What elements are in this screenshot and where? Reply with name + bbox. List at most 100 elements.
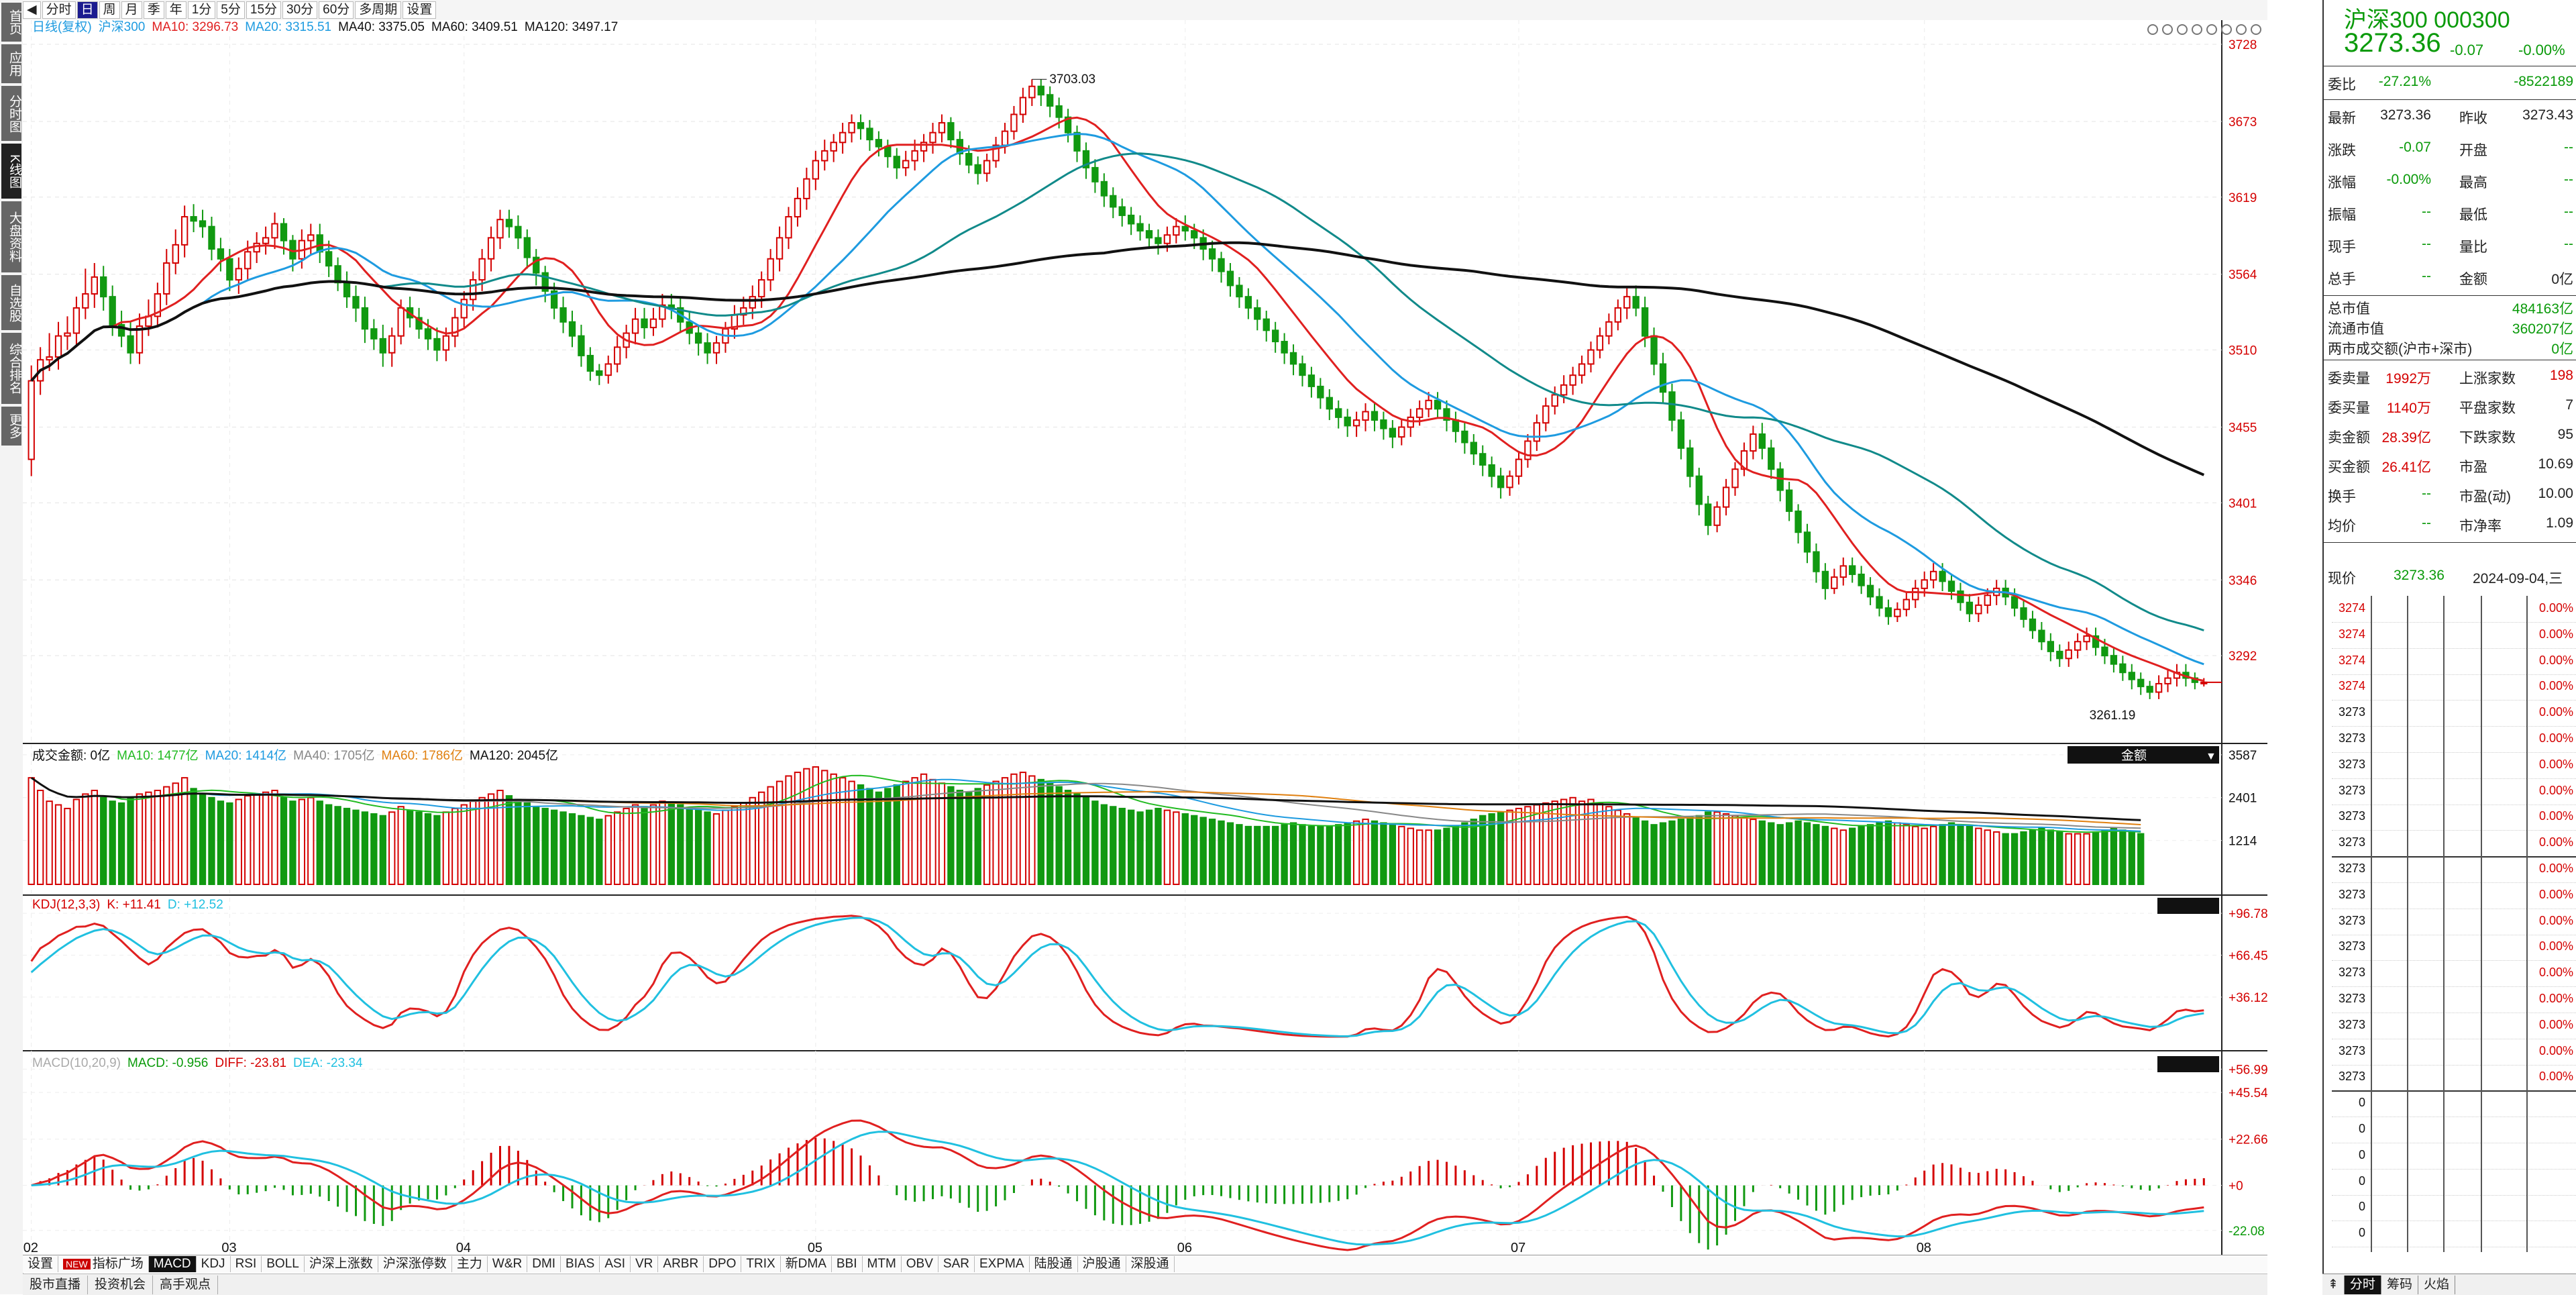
- toolbar-item-11[interactable]: 多周期: [355, 1, 402, 19]
- save-icon[interactable]: [2221, 24, 2232, 35]
- toolbar-item-1[interactable]: 日: [76, 1, 98, 19]
- indicator-tab-5[interactable]: BOLL: [262, 1256, 305, 1272]
- toolbar-item-5[interactable]: 年: [165, 1, 186, 19]
- kdj-tick: +36.12: [2229, 991, 2267, 1005]
- panel-cell: 1.09: [2546, 515, 2573, 531]
- macd-params-button[interactable]: [2157, 1056, 2219, 1072]
- panel-foot-tab-0[interactable]: 分时: [2344, 1275, 2381, 1294]
- volume-bar: [100, 796, 107, 886]
- indicator-tab-21[interactable]: SAR: [938, 1256, 975, 1272]
- volume-bar: [2010, 833, 2019, 885]
- indicator-tab-label: SAR: [943, 1257, 969, 1271]
- indicator-tab-7[interactable]: 沪深涨停数: [378, 1256, 452, 1272]
- indicator-tab-14[interactable]: ARBR: [658, 1256, 704, 1272]
- kdj-tick: +66.45: [2229, 949, 2267, 964]
- toolbar-item-7[interactable]: 5分: [217, 1, 245, 19]
- volume-bar: [1218, 820, 1225, 886]
- price-tick: 3292: [2229, 650, 2257, 664]
- candle: [325, 251, 333, 267]
- indicator-tab-22[interactable]: EXPMA: [975, 1256, 1030, 1272]
- toolbar-item-2[interactable]: 周: [99, 1, 120, 19]
- candle: [1813, 551, 1820, 572]
- redo-icon[interactable]: [2192, 24, 2202, 35]
- toolbar-item-6[interactable]: 1分: [187, 1, 216, 19]
- volume-bar: [1208, 819, 1216, 885]
- left-tab-7[interactable]: 更多: [1, 407, 21, 446]
- low-label: 3261.19: [2090, 709, 2136, 723]
- candle: [821, 150, 828, 162]
- panel-cell: 现手: [2328, 240, 2356, 255]
- indicator-tab-4[interactable]: RSI: [231, 1256, 262, 1272]
- bottom-tab-2[interactable]: 高手观点: [153, 1275, 219, 1294]
- indicator-tab-label: 陆股通: [1034, 1257, 1073, 1271]
- toolbar-back-icon[interactable]: ◀: [23, 1, 41, 19]
- volume-bar: [677, 804, 684, 885]
- indicator-tab-11[interactable]: BIAS: [561, 1256, 600, 1272]
- ladder-pct: 0.00%: [2538, 705, 2573, 719]
- indicator-tab-6[interactable]: 沪深上涨数: [305, 1256, 378, 1272]
- indicator-tab-15[interactable]: DPO: [704, 1256, 742, 1272]
- zoom-out-icon[interactable]: [2162, 24, 2173, 35]
- indicator-tab-8[interactable]: 主力: [452, 1256, 488, 1272]
- left-tab-5[interactable]: 自选股: [1, 275, 21, 330]
- toolbar-item-4[interactable]: 季: [143, 1, 164, 19]
- toolbar-item-8[interactable]: 15分: [246, 1, 282, 19]
- left-tab-0[interactable]: 首页: [1, 3, 21, 42]
- indicator-tab-10[interactable]: DMI: [527, 1256, 561, 1272]
- left-tab-6[interactable]: 综合排名: [1, 333, 21, 404]
- undo-icon[interactable]: [2177, 24, 2188, 35]
- indicator-tab-3[interactable]: KDJ: [197, 1256, 231, 1272]
- toolbar-item-10[interactable]: 60分: [319, 1, 354, 19]
- indicator-tab-24[interactable]: 沪股通: [1078, 1256, 1126, 1272]
- volume-bar: [163, 786, 170, 885]
- indicator-tab-17[interactable]: 新DMA: [781, 1256, 832, 1272]
- volume-bar: [442, 811, 450, 886]
- indicator-tab-25[interactable]: 深股通: [1126, 1256, 1175, 1272]
- volume-bar: [127, 796, 134, 886]
- toolbar-item-9[interactable]: 30分: [282, 1, 318, 19]
- candle: [1362, 411, 1369, 421]
- indicator-tab-label: 沪股通: [1082, 1257, 1121, 1271]
- toolbar-item-12[interactable]: 设置: [402, 1, 437, 19]
- panel-foot-tab-2[interactable]: 火焰: [2418, 1275, 2455, 1294]
- kline-chart[interactable]: 3728 3673 3619 3564 3510 3455 3401 3346 3292 3587…: [23, 20, 2267, 1255]
- high-label: 3703.03: [1049, 72, 1095, 87]
- indicator-tab-1[interactable]: NEW 指标广场: [58, 1256, 149, 1272]
- bottom-tab-1[interactable]: 投资机会: [88, 1275, 154, 1294]
- volume-bar: [1352, 820, 1360, 886]
- candle: [893, 156, 900, 168]
- indicator-tab-19[interactable]: MTM: [863, 1256, 902, 1272]
- bottom-tab-0[interactable]: 股市直播: [23, 1275, 89, 1294]
- indicator-tab-9[interactable]: W&R: [488, 1256, 528, 1272]
- close-icon[interactable]: [2251, 24, 2261, 35]
- indicator-tab-18[interactable]: BBI: [832, 1256, 863, 1272]
- indicator-tab-13[interactable]: VR: [631, 1256, 659, 1272]
- indicator-tab-12[interactable]: ASI: [600, 1256, 631, 1272]
- kdj-params-button[interactable]: [2157, 898, 2219, 914]
- candle: [415, 317, 423, 330]
- left-tab-3[interactable]: K线图: [1, 144, 21, 199]
- toolbar-item-3[interactable]: 月: [121, 1, 142, 19]
- candle: [1425, 399, 1432, 410]
- volume-tag[interactable]: [2068, 746, 2219, 764]
- panel-foot-tab-1[interactable]: 筹码: [2381, 1275, 2418, 1294]
- zoom-in-icon[interactable]: [2147, 24, 2158, 35]
- indicator-tab-16[interactable]: TRIX: [741, 1256, 781, 1272]
- panel-foot-pin-icon[interactable]: ⇞: [2322, 1275, 2345, 1294]
- panel-cell: 卖金额: [2328, 430, 2370, 446]
- volume-tag-dropdown-icon[interactable]: ▼: [2206, 751, 2216, 762]
- volume-bar: [2101, 829, 2108, 885]
- left-tab-4[interactable]: 大盘资料: [1, 201, 21, 272]
- lock-icon[interactable]: [2206, 24, 2217, 35]
- candle: [2065, 649, 2072, 660]
- indicator-tab-23[interactable]: 陆股通: [1030, 1256, 1078, 1272]
- indicator-tab-2[interactable]: MACD: [148, 1256, 197, 1272]
- toolbar-item-0[interactable]: 分时: [42, 1, 76, 19]
- indicator-tab-20[interactable]: OBV: [902, 1256, 938, 1272]
- minus-icon[interactable]: [2236, 24, 2247, 35]
- left-tab-2[interactable]: 分时图: [1, 86, 21, 141]
- left-tab-1[interactable]: 应用: [1, 44, 21, 83]
- candle: [271, 223, 278, 239]
- indicator-tab-0[interactable]: 设置: [23, 1256, 59, 1272]
- volume-bar: [1957, 824, 1964, 885]
